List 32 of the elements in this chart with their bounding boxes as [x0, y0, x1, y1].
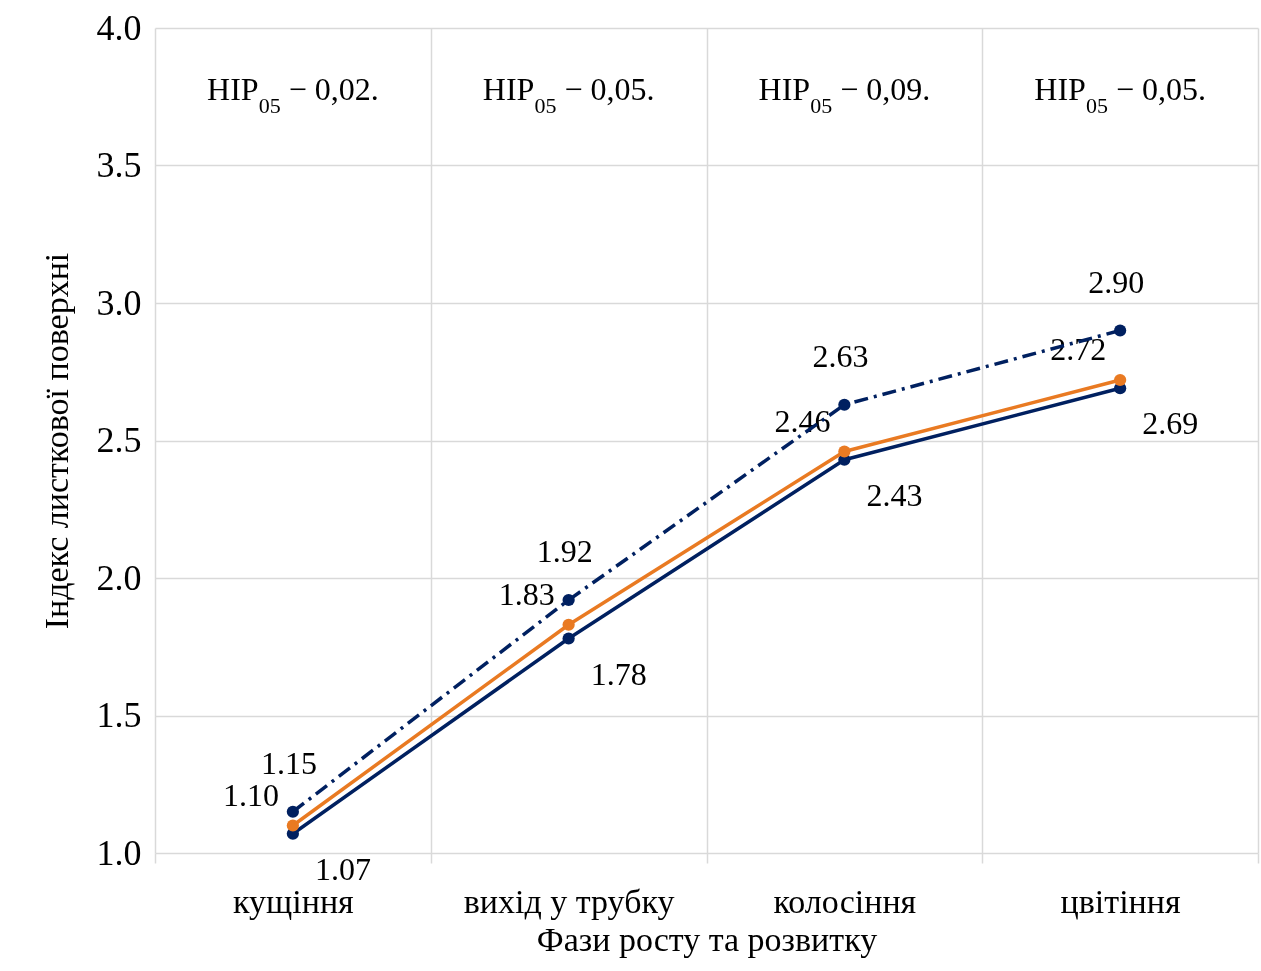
- x-axis-title: Фази росту та розвитку: [536, 920, 878, 958]
- point: [1114, 324, 1127, 337]
- data-label: 1.78: [590, 655, 647, 692]
- x-tick-label: вихід у трубку: [463, 882, 675, 920]
- y-axis-title: Індекс листкової поверхні: [37, 252, 75, 630]
- point: [838, 445, 851, 458]
- annotation: HIP$_{05}$ − 0,05.: [482, 71, 655, 118]
- data-label: 2.90: [1088, 263, 1145, 300]
- data-label: 2.43: [866, 476, 923, 513]
- data-label: 1.92: [536, 533, 593, 569]
- y-tick-label: 4.0: [96, 7, 142, 48]
- point: [838, 398, 851, 411]
- data-label: 2.69: [1142, 405, 1199, 442]
- y-tick-label: 1.0: [96, 832, 142, 873]
- point: [286, 805, 299, 818]
- x-tick-label: цвітіння: [1060, 882, 1181, 920]
- y-tick-label: 2.5: [96, 420, 142, 460]
- point: [1114, 373, 1127, 387]
- data-label: 1.83: [498, 575, 555, 612]
- data-label: 2.63: [812, 337, 869, 374]
- point: [562, 593, 575, 607]
- point: [562, 632, 575, 645]
- annotation: HIP$_{05}$ − 0,05.: [1034, 71, 1206, 118]
- y-tick-label: 3.0: [96, 282, 142, 323]
- point: [286, 819, 299, 832]
- annotation: HIP$_{05}$ − 0,09.: [758, 71, 931, 118]
- y-tick-label: 1.5: [96, 695, 142, 735]
- y-tick-label: 3.5: [96, 145, 142, 185]
- x-tick-label: колосіння: [773, 882, 917, 920]
- annotation: HIP$_{05}$ − 0,02.: [207, 71, 379, 118]
- y-tick-label: 2.0: [96, 557, 142, 598]
- point: [562, 618, 575, 631]
